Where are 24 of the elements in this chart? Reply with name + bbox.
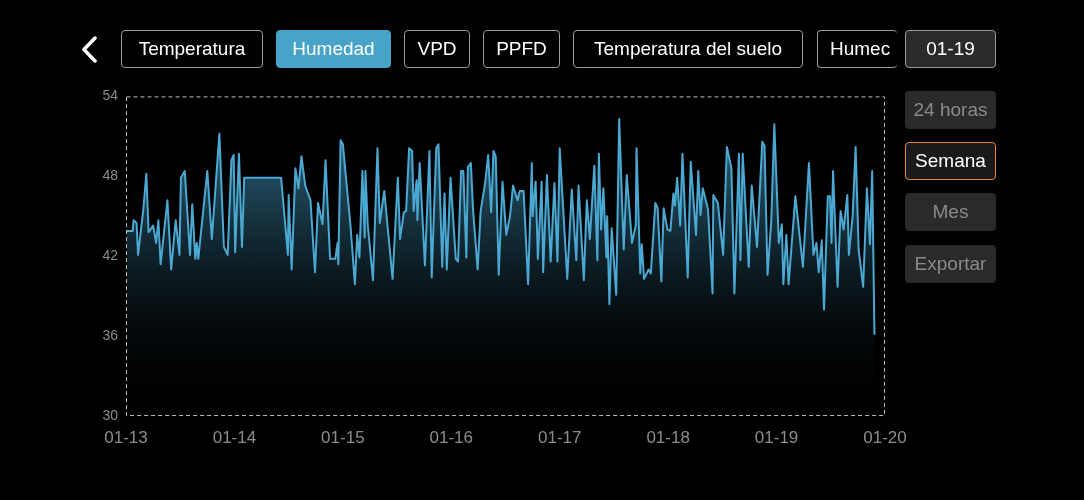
x-tick-label: 01-13 [104, 427, 148, 447]
text: Humec [817, 30, 897, 68]
x-tick-label: 01-19 [754, 427, 799, 447]
text: 01-19 [905, 30, 996, 68]
x-tick-label: 01-17 [537, 427, 582, 447]
x-tick-label: 01-14 [212, 427, 257, 447]
y-tick-label: 36 [102, 326, 119, 343]
text: Temperatura del suelo [573, 30, 803, 68]
text: VPD [404, 30, 470, 68]
x-tick-label: 01-20 [863, 427, 907, 447]
text: 24 horas [905, 91, 996, 129]
text: PPFD [483, 30, 560, 68]
x-tick-label: 01-15 [321, 427, 365, 447]
y-tick-label: 48 [102, 167, 119, 184]
y-tick-label: 54 [102, 87, 119, 104]
x-tick-label: 01-18 [646, 427, 690, 447]
x-tick-label: 01-16 [429, 427, 474, 447]
y-tick-label: 30 [102, 406, 119, 423]
text: Temperatura [121, 30, 263, 68]
text: Semana [905, 142, 996, 180]
y-tick-label: 42 [102, 247, 119, 264]
text: Mes [905, 193, 996, 231]
text: Exportar [905, 245, 996, 283]
text: Humedad [276, 30, 391, 68]
